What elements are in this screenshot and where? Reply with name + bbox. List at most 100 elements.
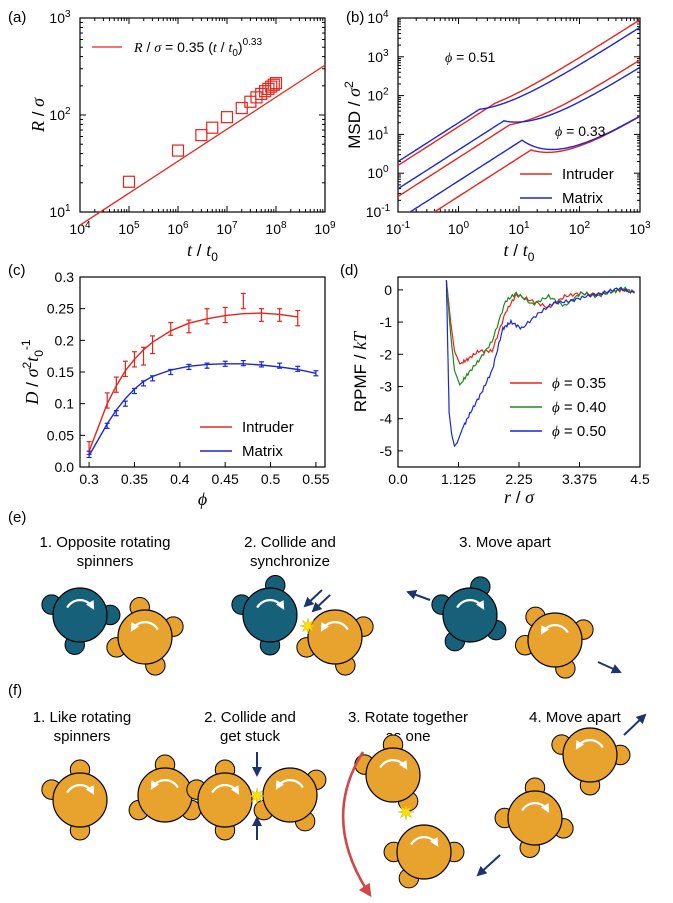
spinner-body [52,772,108,828]
chart-b-ytick-label: 101 [367,125,389,142]
spinner-body [137,767,193,823]
e3-orange-spinner [514,606,594,679]
chart-d-xtick-label: 2.25 [505,471,532,487]
rotation-arrow-icon [410,836,439,847]
spinner-body [262,767,318,823]
chart-a-xtick-label: 106 [167,220,189,237]
chart-a-point [244,95,257,108]
f1-orange-spinner-right [128,754,202,823]
chart-b-series-line-intruder [398,19,640,166]
chart-d-xtick-label: 3.375 [562,471,597,487]
chart-a-point [250,91,263,104]
chart-a-radius-vs-time: 104 105 106 107 108 109 101 102 103 R / σ = 0.35 … [28,9,336,264]
chart-c-ytick-label: 0.15 [47,364,74,380]
chart-d-ytick-label: -2 [380,346,393,362]
panel-label-a: (a) [8,9,26,26]
chart-d-legend-label: ϕ = 0.40 [552,399,606,416]
f3-rotate-arrow-icon [341,751,372,898]
chart-d-ytick-label: -1 [380,314,393,330]
chart-c-fit-matrix [88,363,317,456]
chart-d-ylabel: RPMF / kT [350,330,370,412]
chart-a-xlabel: t / t0 [187,240,218,264]
rotation-arrow-icon [211,784,240,795]
rotation-arrow-icon [130,621,159,632]
spinner-body [365,747,421,803]
chart-d-ytick-label: -4 [380,411,393,427]
chart-b-xtick-label: 10-1 [386,220,411,237]
chart-c-ytick-label: 0.3 [55,269,75,285]
chart-d-series-line [445,280,635,387]
chart-c-xtick-label: 0.45 [212,471,239,487]
f4-away-arrow-icon [476,854,501,877]
chart-c-ytick-label: 0.1 [55,396,75,412]
chart-c-xlabel: ϕ [198,489,207,509]
chart-a-xtick-label: 109 [314,220,336,237]
chart-d-xtick-label: 0.0 [388,471,408,487]
f2-orange-spinner-left [186,759,253,841]
e1-teal-spinner [41,587,121,656]
chart-a-point [171,144,185,157]
chart-a-legend-label: R / σ = 0.35 (t / t0)0.33 [133,37,262,59]
e2-orange-spinner [296,609,374,676]
rotation-arrow-icon [66,599,95,610]
chart-d-series-group [445,280,636,448]
chart-d-legend-label: ϕ = 0.50 [552,423,606,440]
spinner-body [52,587,108,643]
chart-c-ytick-label: 0.25 [47,301,74,317]
spinner-body [242,587,298,643]
f3-orange-spinner-bottom [383,824,465,889]
e2-teal-spinner [231,574,298,656]
e2-collide-arrow-icon [311,594,331,613]
chart-d-ytick-label: 0 [384,282,392,298]
spinner-body [507,790,563,846]
chart-a-point [265,80,278,93]
rotation-arrow-icon [150,779,179,790]
spinner-body [562,727,618,783]
chart-b-series-line-intruder [398,59,640,198]
chart-a-point [220,111,234,124]
chart-c-xtick-label: 0.4 [170,471,190,487]
chart-b-series-line-intruder [432,115,640,212]
e-step-3-label: 3. Move apart [459,534,552,551]
chart-a-point [267,78,280,91]
f-step-2-label: 2. Collide and get stuck [204,709,296,745]
spinner-body [396,824,452,880]
chart-b-legend-label: Matrix [562,190,603,207]
chart-a-point [269,77,283,90]
chart-b-series-line-matrix [408,115,640,212]
chart-b-ytick-label: 10-1 [366,203,391,220]
chart-d-series-line [445,280,636,448]
e-step-2-label: 2. Collide and synchronize [244,534,336,570]
f4-orange-spinner-bottom [494,777,574,859]
chart-a-xtick-label: 108 [265,220,287,237]
chart-a-point [206,121,219,134]
chart-b-annotation-051: ϕ = 0.51 [445,49,496,66]
chart-c-diffusion-vs-phi: 0.3 0.35 0.4 0.45 0.5 0.55 0.0 0.05 0.1 0.15 0.2 0.… [19,269,330,509]
rotation-arrow-icon [456,599,485,610]
chart-d-xtick-label: 4.5 [630,471,650,487]
chart-b-ytick-label: 100 [367,164,389,181]
chart-d-rpmf-vs-distance: 0.0 1.125 2.25 3.375 4.5 0 -1 -2 -3 -4 -5 ϕ = 0.35 ϕ… [350,276,650,507]
spinner-body [527,612,583,668]
collision-spark-icon [299,617,317,635]
chart-c-ytick-label: 0.05 [47,427,74,443]
chart-d-xtick-label: 1.125 [441,471,476,487]
collision-spark-icon [397,803,415,821]
f1-orange-spinner-left [41,759,108,841]
spinner-body [307,609,363,665]
chart-a-ytick-label: 101 [49,203,71,220]
rotation-arrow-icon [575,739,604,750]
panel-label-f: (f) [8,682,22,699]
f4-orange-spinner-top [551,727,631,796]
spinner-body [442,587,498,643]
chart-d-legend-label: ϕ = 0.35 [552,375,606,392]
panel-e-schematic: 1. Opposite rotating spinners 2. Collide … [40,534,622,679]
chart-b-msd-vs-time: 10-1 100 101 102 103 10-1 100 101 102 103 104 ϕ = 0… [342,9,651,264]
chart-a-ytick-label: 103 [49,9,71,26]
f4-away-arrow-icon [623,713,647,736]
panel-label-c: (c) [8,262,26,279]
chart-a-xtick-label: 104 [69,220,91,237]
rotation-arrow-icon [379,759,408,770]
chart-c-xtick-label: 0.35 [121,471,148,487]
